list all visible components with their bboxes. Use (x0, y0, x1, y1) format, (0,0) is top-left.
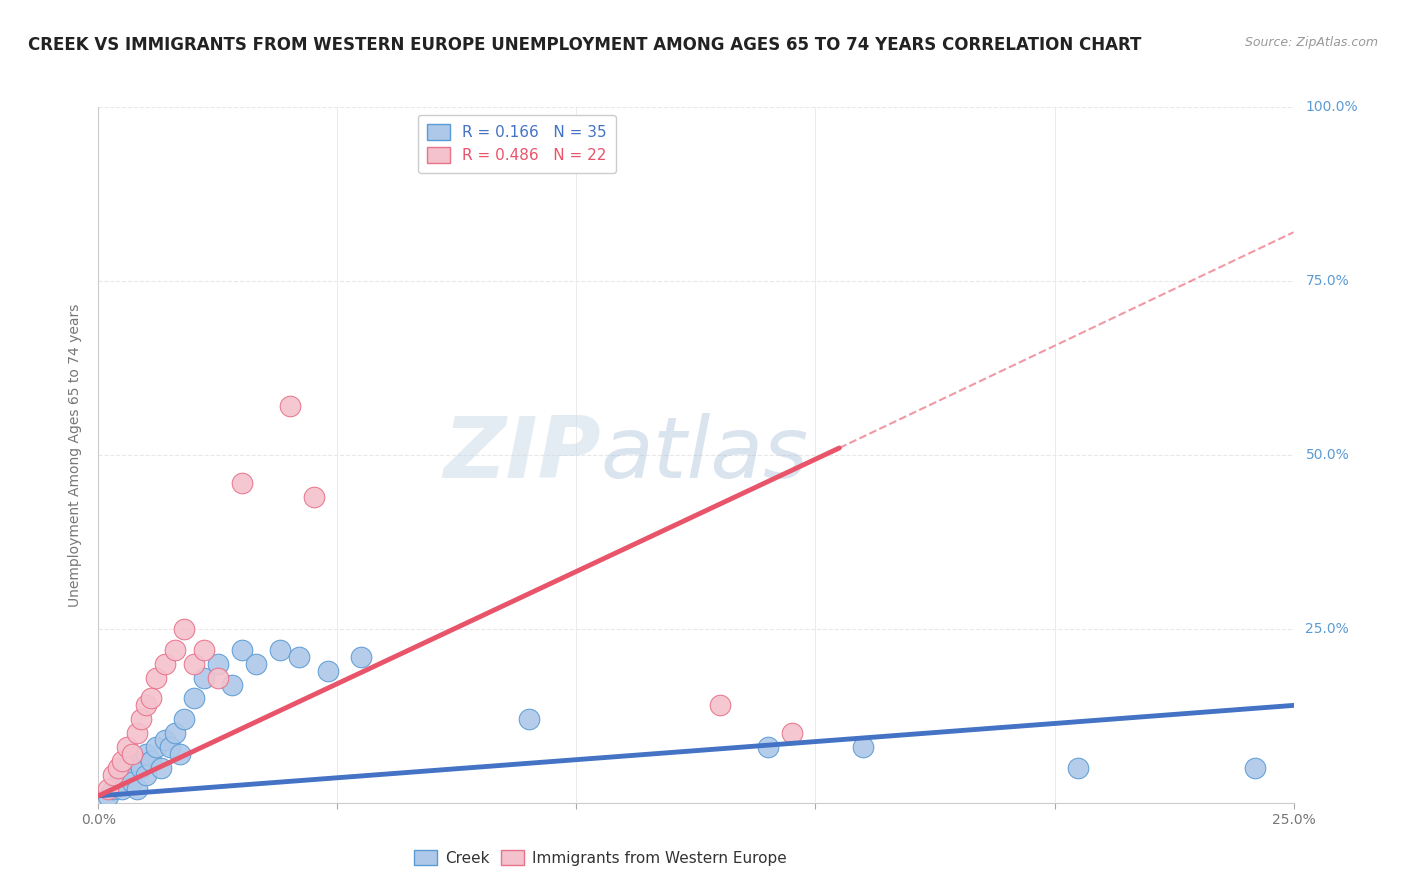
Point (115, 761, 138, 775)
Text: 50.0%: 50.0% (1305, 448, 1350, 462)
Point (135, 698, 157, 713)
Point (316, 664, 339, 678)
Point (245, 657, 267, 671)
Point (163, 642, 186, 657)
Point (207, 657, 229, 671)
Point (131, 761, 153, 775)
Text: atlas: atlas (600, 413, 808, 497)
Text: 100.0%: 100.0% (1305, 100, 1358, 114)
Point (169, 747, 191, 761)
Point (288, 649, 311, 664)
Point (125, 726, 148, 740)
Point (125, 754, 148, 768)
Point (163, 726, 186, 740)
Text: ZIP: ZIP (443, 413, 600, 497)
Point (139, 691, 162, 706)
Point (193, 642, 215, 657)
Point (131, 712, 153, 726)
Text: Source: ZipAtlas.com: Source: ZipAtlas.com (1244, 36, 1378, 49)
Point (135, 747, 157, 761)
Point (155, 657, 177, 671)
Point (111, 754, 134, 768)
Point (231, 475, 253, 490)
Point (145, 740, 167, 755)
Point (125, 781, 148, 796)
Point (107, 761, 129, 775)
Point (101, 781, 124, 796)
Point (756, 740, 779, 755)
Point (1244, 761, 1267, 775)
Text: 75.0%: 75.0% (1305, 274, 1350, 288)
Point (231, 642, 253, 657)
Text: 25.0%: 25.0% (1305, 622, 1350, 636)
Point (173, 622, 195, 636)
Point (852, 740, 875, 755)
Point (155, 733, 177, 747)
Point (145, 671, 167, 685)
Point (780, 726, 803, 740)
Point (207, 671, 229, 685)
Point (183, 691, 205, 706)
Point (121, 775, 143, 789)
Text: CREEK VS IMMIGRANTS FROM WESTERN EUROPE UNEMPLOYMENT AMONG AGES 65 TO 74 YEARS C: CREEK VS IMMIGRANTS FROM WESTERN EUROPE … (28, 36, 1142, 54)
Point (121, 747, 143, 761)
Point (115, 740, 138, 755)
Point (278, 399, 301, 413)
Point (107, 775, 129, 789)
Point (1067, 761, 1090, 775)
Point (173, 712, 195, 726)
Point (97, 781, 120, 796)
Point (517, 712, 540, 726)
Point (101, 768, 124, 782)
Y-axis label: Unemployment Among Ages 65 to 74 years: Unemployment Among Ages 65 to 74 years (69, 303, 83, 607)
Point (709, 698, 731, 713)
Point (111, 781, 134, 796)
Point (221, 677, 243, 691)
Point (193, 671, 215, 685)
Point (135, 768, 157, 782)
Point (350, 649, 373, 664)
Point (149, 761, 172, 775)
Point (139, 754, 162, 768)
Point (115, 768, 138, 782)
Legend: Creek, Immigrants from Western Europe: Creek, Immigrants from Western Europe (408, 844, 793, 871)
Point (269, 642, 291, 657)
Point (302, 490, 325, 504)
Point (97, 789, 120, 803)
Point (183, 657, 205, 671)
Point (159, 740, 181, 755)
